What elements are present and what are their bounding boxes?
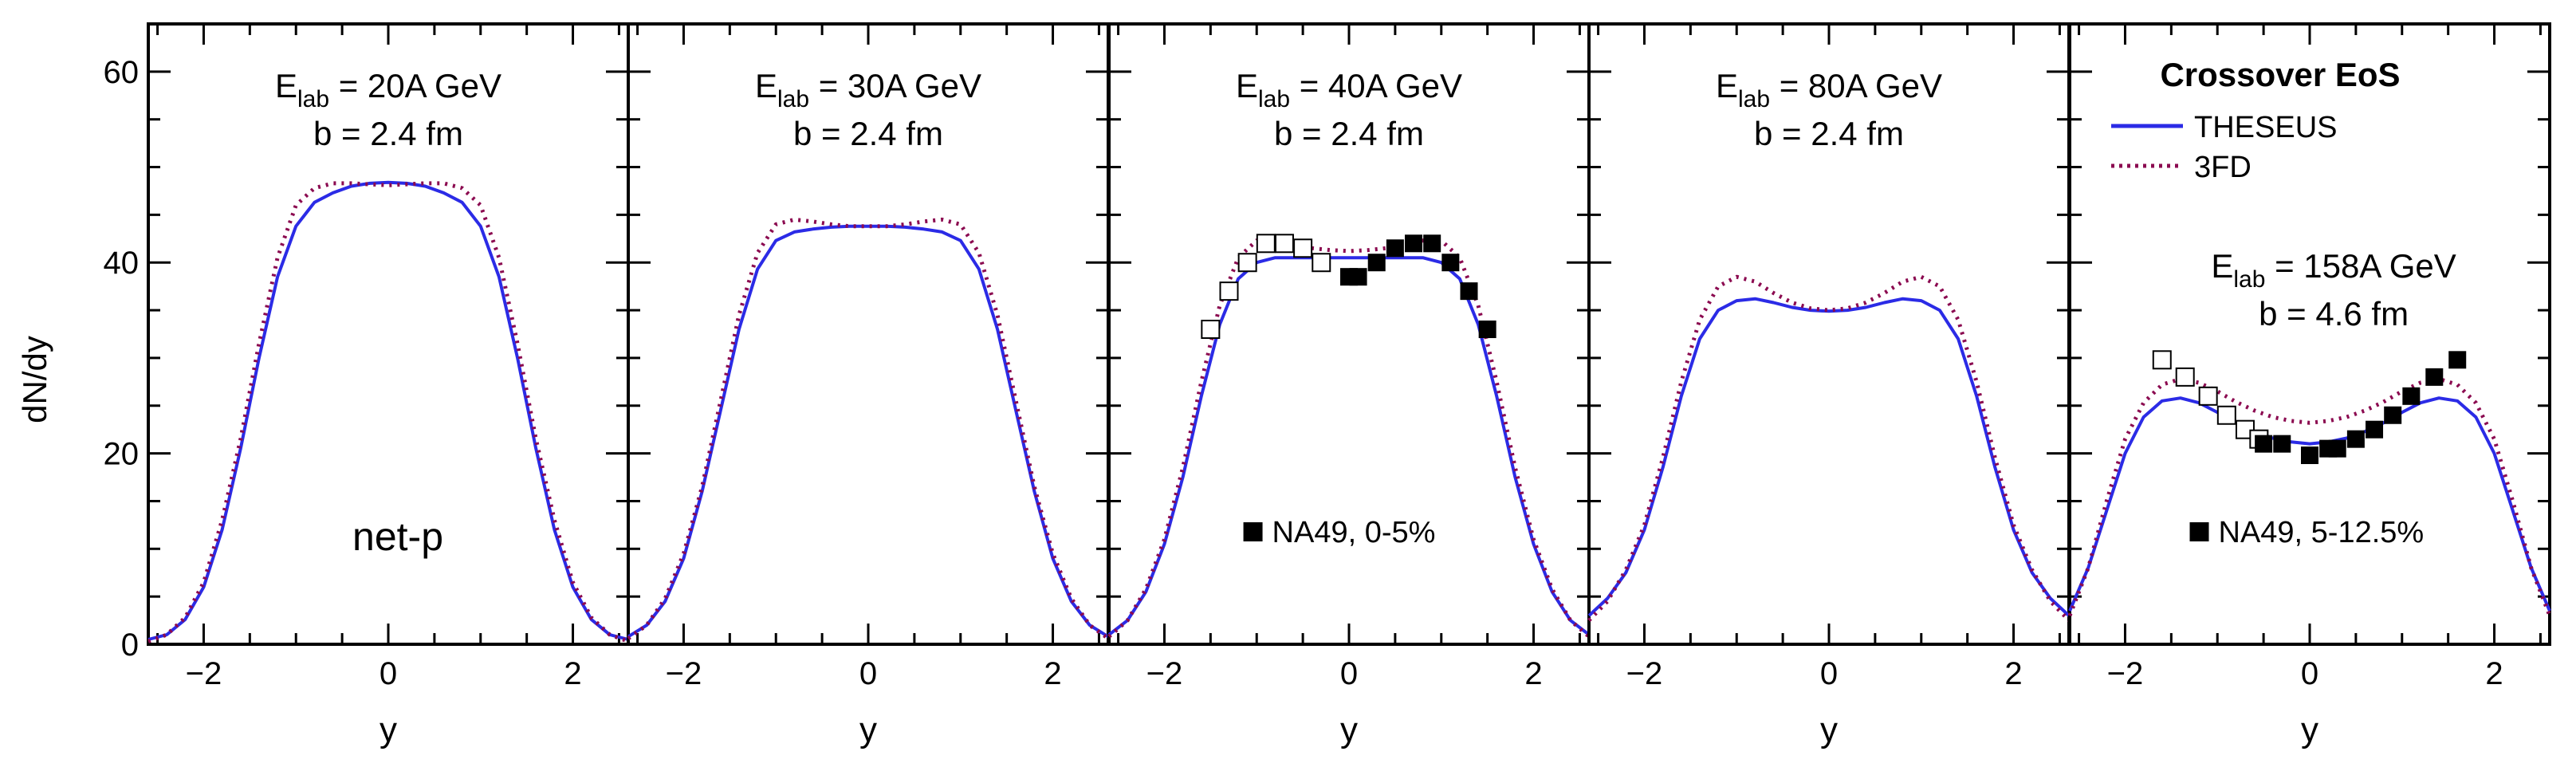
data-point-filled: [1441, 254, 1460, 272]
series-3fd-line: [627, 217, 1110, 640]
data-point-open: [1293, 238, 1313, 258]
data-point-filled: [1405, 234, 1423, 253]
data-point-filled: [1478, 321, 1496, 339]
data-point-open: [1219, 281, 1239, 301]
y-tick-label: 0: [121, 628, 139, 663]
data-point-open: [2152, 350, 2172, 370]
data-point-filled: [2448, 351, 2467, 369]
y-tick-label: 60: [104, 55, 140, 90]
series-theseus-line: [1587, 297, 2071, 617]
x-tick-label: 0: [1340, 656, 1358, 691]
data-legend-label: NA49, 0-5%: [1272, 516, 1436, 549]
x-tick-label: −2: [2107, 656, 2144, 691]
x-axis-label: y: [859, 710, 877, 750]
panel-note: net-p: [352, 514, 443, 559]
legend-3fd-label: 3FD: [2194, 151, 2252, 184]
panel-title: Elab = 40A GeV: [1236, 67, 1462, 112]
y-axis-label: dN/dy: [16, 336, 53, 423]
x-axis-label: y: [1340, 710, 1358, 750]
legend-theseus-label: THESEUS: [2194, 111, 2337, 144]
x-tick-label: −2: [186, 656, 222, 691]
panel-impact-parameter: b = 2.4 fm: [1274, 115, 1424, 152]
data-point-filled: [1460, 282, 1478, 301]
x-axis-label: y: [2301, 710, 2318, 750]
data-point-filled: [2366, 420, 2384, 439]
x-tick-label: −2: [1146, 656, 1183, 691]
data-point-open: [1274, 234, 1294, 254]
series-3fd-line: [147, 181, 629, 643]
data-point-open: [2216, 405, 2236, 425]
panel-impact-parameter: b = 2.4 fm: [793, 115, 943, 152]
data-legend-marker: [2189, 522, 2209, 541]
series-theseus-line: [147, 180, 629, 641]
legend: Crossover EoS THESEUS 3FD: [2111, 56, 2401, 184]
x-tick-label: −2: [1626, 656, 1663, 691]
y-tick-label: 40: [104, 246, 140, 281]
x-tick-label: 0: [1820, 656, 1838, 691]
x-axis-label: y: [1820, 710, 1838, 750]
panel-title: Elab = 30A GeV: [755, 67, 981, 112]
x-tick-label: 2: [2485, 656, 2503, 691]
panel-title: Elab = 20A GeV: [275, 67, 501, 112]
x-tick-label: 0: [859, 656, 877, 691]
data-point-filled: [2402, 387, 2421, 405]
series-theseus-line: [2068, 396, 2551, 612]
series-3fd-line: [1587, 274, 2071, 622]
panel-impact-parameter: b = 2.4 fm: [1754, 115, 1904, 152]
data-point-filled: [2328, 439, 2346, 458]
data-point-open: [1237, 253, 1257, 273]
x-tick-label: 2: [1524, 656, 1542, 691]
x-tick-label: 0: [2301, 656, 2318, 691]
data-point-filled: [2255, 435, 2273, 453]
x-tick-label: 2: [564, 656, 581, 691]
data-point-open: [2198, 386, 2218, 406]
data-point-filled: [2384, 406, 2402, 424]
data-point-filled: [2346, 430, 2365, 448]
series-3fd-line: [2067, 376, 2552, 617]
x-tick-label: 0: [380, 656, 397, 691]
panel-title: Elab = 158A GeV: [2211, 247, 2456, 293]
data-point-filled: [2301, 447, 2318, 465]
x-tick-label: 2: [2004, 656, 2022, 691]
x-axis-label: y: [380, 710, 397, 750]
series-theseus-line: [1107, 256, 1591, 636]
panel-impact-parameter: b = 4.6 fm: [2259, 295, 2409, 332]
data-point-open: [1312, 253, 1331, 273]
x-tick-label: 2: [1044, 656, 1061, 691]
legend-title: Crossover EoS: [2160, 56, 2400, 93]
y-tick-label: 20: [104, 437, 140, 472]
data-point-filled: [1367, 254, 1386, 272]
data-point-open: [1256, 234, 1276, 254]
series-theseus-line: [627, 224, 1110, 639]
series-3fd-line: [1107, 238, 1591, 639]
panel-impact-parameter: b = 2.4 fm: [313, 115, 463, 152]
data-point-filled: [1386, 239, 1404, 258]
data-point-open: [1201, 320, 1221, 340]
data-point-filled: [1349, 268, 1367, 286]
x-tick-label: −2: [666, 656, 702, 691]
panel-title: Elab = 80A GeV: [1716, 67, 1942, 112]
data-point-open: [2175, 367, 2195, 387]
data-point-filled: [2425, 368, 2444, 386]
data-legend-marker: [1243, 522, 1263, 541]
data-legend-label: NA49, 5-12.5%: [2219, 516, 2425, 549]
data-point-filled: [2273, 435, 2291, 453]
data-point-filled: [1423, 234, 1441, 253]
